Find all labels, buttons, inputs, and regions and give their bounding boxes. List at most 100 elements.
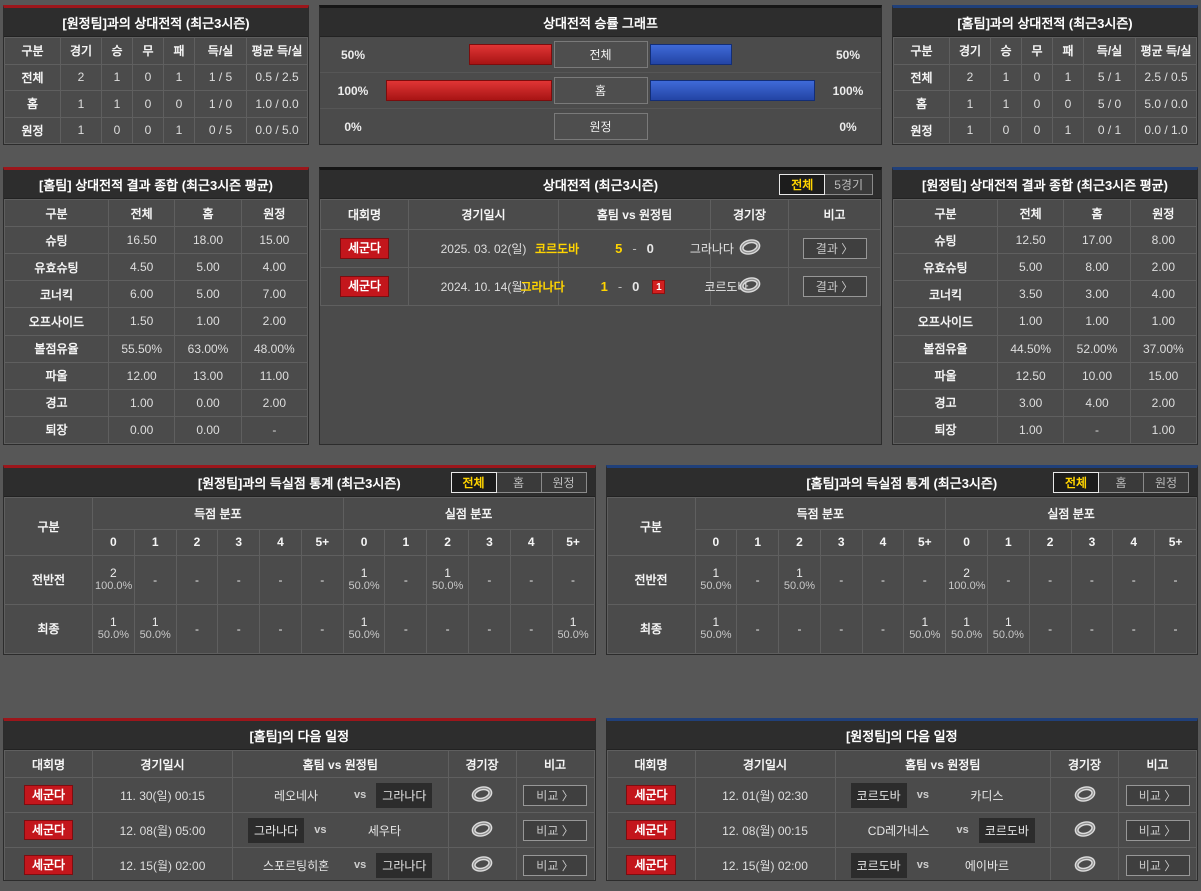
col-header: 전체 [996, 198, 1065, 228]
stat-cell: - [551, 554, 595, 605]
stadium-globe-icon[interactable] [738, 275, 762, 298]
home-percent-label: 50% [340, 47, 366, 62]
stadium-globe-icon[interactable] [470, 784, 494, 807]
table-row: 경고 3.00 4.00 2.00 [893, 388, 1197, 417]
stat-cell: 1 50.0% [778, 554, 821, 605]
stat-cell: - [384, 554, 428, 605]
panel-title: [원정팀] 상대전적 결과 종합 (최근3시즌 평균) [893, 170, 1197, 199]
stadium-globe-icon[interactable] [1073, 784, 1097, 807]
count: - [194, 621, 199, 636]
stadium-globe-icon[interactable] [1073, 854, 1097, 877]
compare-button[interactable]: 비교 〉 [523, 819, 587, 841]
score-separator: - [632, 241, 637, 256]
action-cell: 비교 〉 [515, 847, 595, 880]
stadium-globe-icon[interactable] [470, 819, 494, 842]
action-cell: 비교 〉 [1118, 777, 1197, 813]
league-badge: 세군다 [23, 819, 74, 841]
league-cell: 세군다 [320, 267, 409, 306]
stat-cell: - [175, 603, 219, 654]
filter-away-button[interactable]: 원정 [540, 472, 587, 493]
filter-away-button[interactable]: 원정 [1143, 472, 1189, 493]
match-teams: 코르도바 vs 카디스 [834, 777, 1051, 813]
row-label: 퇴장 [893, 415, 998, 444]
away-winrate-bar [649, 44, 733, 65]
row-label: 코너킥 [4, 280, 109, 309]
summary-table: 구분 전체 홈 원정 슈팅 16.50 18.00 15.00 유효슈팅 4.50 5.0… [4, 198, 308, 444]
col-header: 패 [1052, 37, 1084, 65]
home-percent-label: 100% [337, 83, 369, 98]
col-header: 경기일시 [694, 750, 836, 778]
filter-all-button[interactable]: 전체 [779, 174, 826, 195]
stadium-globe-icon[interactable] [738, 237, 762, 260]
table-row: 원정 1 0 0 1 0 / 1 0.0 / 1.0 [893, 116, 1197, 144]
table-row: 전체 2 1 0 1 1 / 5 0.5 / 2.5 [4, 63, 308, 91]
col-header: 대회명 [606, 750, 696, 778]
compare-button[interactable]: 비교 〉 [1125, 854, 1190, 876]
col-header: 비고 [515, 750, 595, 778]
table-row: 슈팅 16.50 18.00 15.00 [4, 226, 308, 255]
filter-all-button[interactable]: 전체 [450, 472, 497, 493]
filter-home-button[interactable]: 홈 [1098, 472, 1144, 493]
result-button[interactable]: 결과 〉 [802, 276, 867, 297]
away-percent-label: 0% [839, 119, 857, 134]
stadium-globe-icon[interactable] [470, 854, 494, 877]
count: - [194, 572, 199, 587]
cell: 0.5 / 2.5 [246, 63, 308, 91]
filter-all-button[interactable]: 전체 [1053, 472, 1099, 493]
cell: 0 [1021, 63, 1053, 91]
cell: 1.00 [996, 415, 1065, 444]
cell: 2 [949, 63, 991, 91]
col-header: 경기 [949, 37, 991, 65]
filter-home-button[interactable]: 홈 [495, 472, 542, 493]
percent: 50.0% [700, 580, 732, 593]
result-button[interactable]: 결과 〉 [802, 238, 867, 259]
count: - [403, 572, 408, 587]
bin-header: 1 [384, 528, 428, 556]
cell: 7.00 [240, 280, 308, 309]
bin-header: 0 [945, 528, 988, 556]
count: - [797, 621, 802, 636]
table-row: 홈 1 1 0 0 5 / 0 5.0 / 0.0 [893, 90, 1197, 118]
stadium-cell [710, 229, 789, 268]
stat-cell: - [1028, 554, 1072, 605]
row-label: 원정 [4, 116, 61, 144]
schedule-row: 세군다 12. 15(월) 02:00 스포르팅히혼 vs 그라나다 비교 〉 [4, 847, 595, 880]
stats-row: 전반전 2 100.0% - - - - - 1 50.0% - 1 50.0% - … [4, 554, 595, 605]
panel-home-summary: [홈팀] 상대전적 결과 종합 (최근3시즌 평균) 구분 전체 홈 원정 슈팅… [3, 167, 309, 445]
cell: 1 [163, 63, 195, 91]
col-header: 홈팀 vs 원정팀 [834, 750, 1051, 778]
bin-header: 3 [468, 528, 511, 556]
home-bar-track [386, 44, 552, 65]
compare-button[interactable]: 비교 〉 [523, 854, 587, 876]
vs-label: vs [916, 859, 929, 871]
stat-cell: 2 100.0% [945, 554, 988, 605]
stat-cell: - [300, 603, 344, 654]
stat-cell: - [300, 554, 344, 605]
cell: 0 [132, 90, 164, 118]
count: 1 [1005, 615, 1012, 630]
row-label: 전체 [893, 63, 950, 91]
panel-record-vs-away: [원정팀]과의 상대전적 (최근3시즌) 구분 경기 승 무 패 득/실 평균 … [3, 5, 309, 145]
stadium-globe-icon[interactable] [1073, 819, 1097, 842]
away-team-name: 세우타 [367, 823, 402, 838]
cell: 5.00 [996, 253, 1065, 282]
compare-button[interactable]: 비교 〉 [523, 784, 587, 806]
stats-row: 최종 1 50.0% - - - - 1 50.0% 1 50.0% 1 50.0% -… [606, 603, 1197, 654]
away-team-name: 그라나다 [689, 242, 734, 256]
table-row: 슈팅 12.50 17.00 8.00 [893, 226, 1197, 255]
bin-header: 1 [986, 528, 1030, 556]
stat-cell: - [468, 603, 511, 654]
count: - [1048, 572, 1053, 587]
compare-button[interactable]: 비교 〉 [1125, 819, 1190, 841]
cell: 1 [1052, 63, 1084, 91]
summary-table: 구분 전체 홈 원정 슈팅 12.50 17.00 8.00 유효슈팅 5.00 8.00… [893, 198, 1197, 444]
col-header: 원정 [240, 198, 308, 228]
cell: 1 / 0 [194, 90, 247, 118]
stat-cell: - [426, 603, 470, 654]
cell: 3.50 [996, 280, 1065, 309]
percent: 50.0% [950, 629, 983, 642]
filter-5games-button[interactable]: 5경기 [824, 174, 873, 195]
compare-button[interactable]: 비교 〉 [1125, 784, 1190, 806]
schedule-row: 세군다 12. 08(월) 05:00 그라나다 vs 세우타 비교 〉 [4, 812, 595, 848]
cell: 1 [101, 63, 133, 91]
